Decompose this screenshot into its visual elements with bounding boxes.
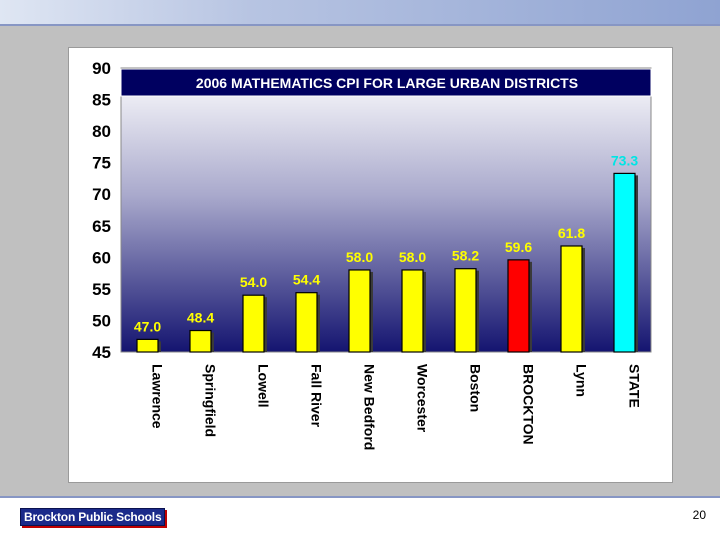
chart-frame: 45 50 55 60 65 70 75 80 85 90 47.0 48.4 54.0 54.4 58.… (68, 47, 673, 483)
footer-divider (0, 496, 720, 498)
x-tick-label: Lawrence (150, 364, 166, 429)
x-tick-label: New Bedford (362, 364, 378, 450)
data-label: 58.0 (346, 249, 373, 265)
data-label: 61.8 (558, 225, 585, 241)
bar-worcester (401, 269, 424, 353)
bar-springfield (189, 329, 212, 353)
page-number: 20 (692, 508, 706, 522)
data-label: 54.0 (240, 274, 267, 290)
y-tick-label: 60 (92, 248, 111, 267)
bar-chart: 45 50 55 60 65 70 75 80 85 90 47.0 48.4 54.0 54.4 58.… (92, 59, 652, 450)
bar-lowell (242, 294, 265, 353)
data-label: 54.4 (293, 272, 320, 288)
y-tick-label: 55 (92, 280, 111, 299)
y-tick-label: 50 (92, 311, 111, 330)
x-tick-label: STATE (627, 364, 643, 408)
y-tick-label: 75 (92, 154, 111, 173)
x-tick-label: Lynn (574, 364, 590, 397)
bar-lynn (560, 245, 583, 353)
x-tick-label: Boston (468, 364, 484, 412)
data-label: 58.2 (452, 248, 479, 264)
bar-state (613, 172, 636, 353)
chart-title-box (120, 68, 652, 97)
y-tick-label: 85 (92, 91, 111, 110)
data-label: 73.3 (611, 152, 638, 168)
y-tick-label: 45 (92, 343, 111, 362)
data-label: 47.0 (134, 318, 161, 334)
bar-fall-river (295, 292, 318, 353)
data-label: 59.6 (505, 239, 532, 255)
top-divider (0, 24, 720, 26)
bar-new-bedford (348, 269, 371, 353)
data-label: 58.0 (399, 249, 426, 265)
bar-boston (454, 268, 477, 353)
y-tick-label: 90 (92, 59, 111, 78)
x-tick-label: Lowell (256, 364, 272, 408)
y-tick-label: 70 (92, 185, 111, 204)
top-banner (0, 0, 720, 24)
x-tick-label: BROCKTON (521, 364, 537, 445)
x-tick-label: Fall River (309, 364, 325, 428)
x-tick-label: Worcester (415, 364, 431, 433)
chart-title: 2006 MATHEMATICS CPI FOR LARGE URBAN DIS… (196, 75, 578, 91)
brockton-public-schools-logo: Brockton Public Schools (20, 508, 166, 526)
data-label: 48.4 (187, 310, 214, 326)
y-tick-label: 80 (92, 122, 111, 141)
bar-lawrence (136, 338, 159, 353)
bar-brockton (507, 259, 530, 353)
y-tick-label: 65 (92, 217, 111, 236)
x-tick-label: Springfield (203, 364, 219, 437)
